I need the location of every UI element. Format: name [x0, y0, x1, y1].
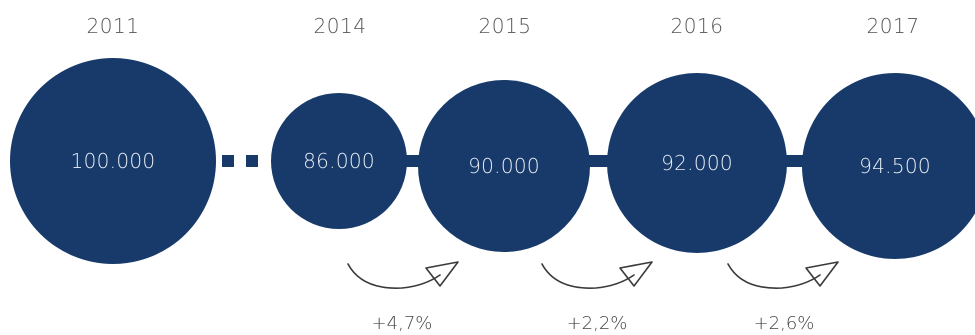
growth-label-2016: +2,2% [566, 313, 628, 334]
value-label-2011: 100.000 [70, 149, 156, 173]
break-dash [246, 155, 258, 167]
value-circle-2017: 94.500 [802, 73, 975, 259]
value-circle-2011: 100.000 [10, 58, 216, 264]
year-label-2017: 2017 [866, 14, 920, 38]
break-dash [222, 155, 234, 167]
growth-label-2017: +2,6% [753, 313, 815, 334]
value-label-2016: 92.000 [661, 151, 733, 175]
value-circle-2016: 92.000 [607, 73, 787, 253]
growth-arrow-icon [541, 261, 653, 289]
growth-label-2015: +4,7% [371, 313, 433, 334]
value-label-2017: 94.500 [859, 154, 931, 178]
value-circle-2015: 90.000 [418, 80, 590, 252]
year-label-2016: 2016 [670, 14, 724, 38]
value-label-2015: 90.000 [468, 154, 540, 178]
year-label-2011: 2011 [86, 14, 140, 38]
value-circle-2014: 86.000 [271, 93, 407, 229]
year-label-2014: 2014 [313, 14, 367, 38]
growth-arrow-icon [727, 261, 839, 289]
growth-arrow-icon [347, 261, 459, 289]
value-label-2014: 86.000 [303, 149, 375, 173]
year-label-2015: 2015 [478, 14, 532, 38]
